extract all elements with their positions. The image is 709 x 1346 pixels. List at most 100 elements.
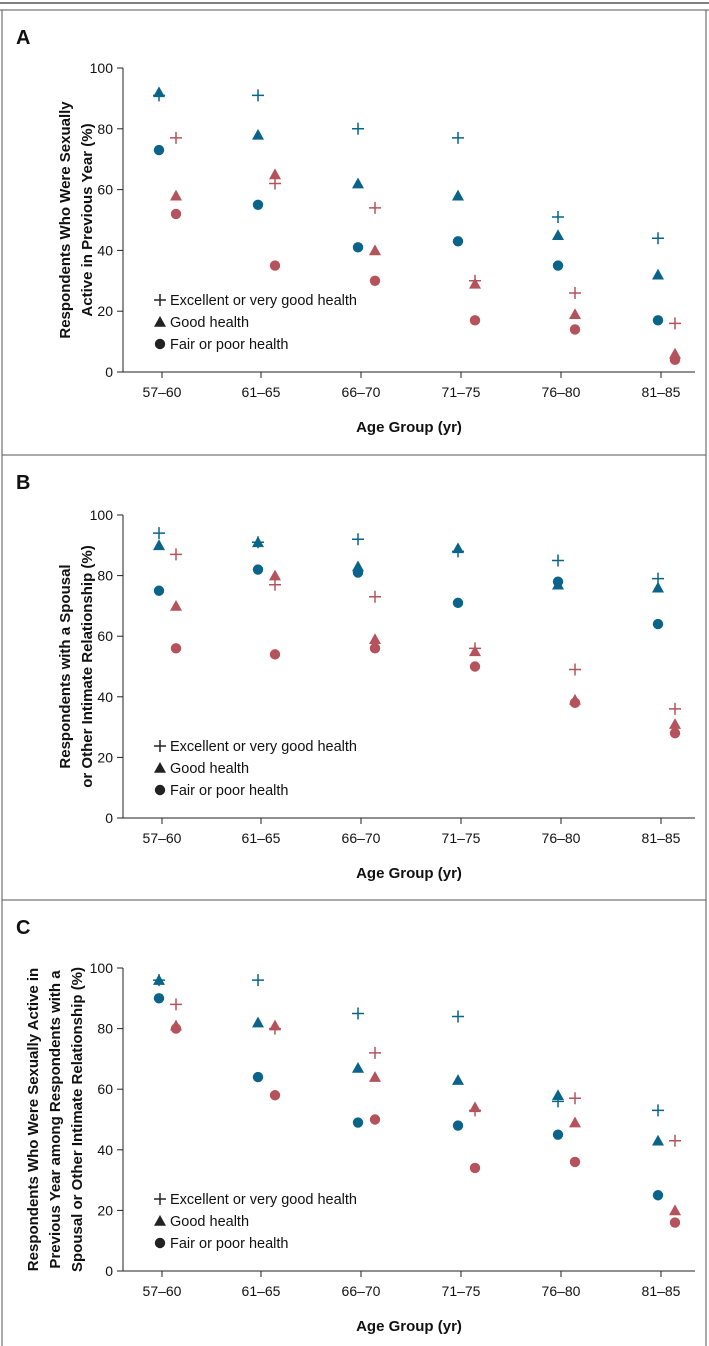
panel-c-point-men-plus — [252, 974, 264, 987]
panel-c-x-axis-label: Age Group (yr) — [356, 1318, 462, 1335]
panel-a-point-men-circle — [452, 236, 464, 247]
panel-a-y-axis-label: Active in Previous Year (%) — [79, 123, 96, 316]
panel-a-point-women-plus — [170, 131, 182, 144]
panel-a-point-women-circle — [170, 208, 182, 220]
panel-c-point-women-triangle — [569, 1116, 581, 1128]
panel-b-point-men-circle — [252, 564, 264, 575]
panel-a-letter: A — [16, 27, 30, 49]
panel-c-point-women-circle — [369, 1114, 381, 1125]
panel-b-y-tick-label: 80 — [97, 568, 113, 584]
panel-b-point-women-triangle — [269, 569, 281, 581]
panel-a: A 0 20 40 60 80 100 57–60 61–65 66–70 71–75 76–80 81… — [16, 27, 695, 436]
panel-b-point-women-plus — [369, 590, 381, 603]
panel-c-y-tick-label: 60 — [97, 1081, 113, 1097]
panel-c-legend-label: Fair or poor health — [170, 1236, 288, 1252]
panel-a-point-men-triangle — [153, 86, 165, 98]
panel-a-point-women-triangle — [269, 168, 281, 180]
panel-c-x-tick-label: 57–60 — [143, 1283, 182, 1299]
panel-c-point-men-circle — [352, 1117, 364, 1128]
panel-c-point-men-circle — [652, 1190, 664, 1201]
panel-b-y-tick-label: 100 — [90, 507, 114, 523]
panel-b-point-women-circle — [269, 649, 281, 660]
panel-b-point-men-triangle — [652, 581, 664, 593]
panel-a-point-women-triangle — [369, 244, 381, 256]
panel-a-point-women-plus — [369, 201, 381, 214]
panel-a-y-tick-label: 100 — [90, 60, 114, 76]
panel-a-x-tick-label: 81–85 — [642, 384, 681, 400]
panel-a-legend-marker — [154, 294, 166, 306]
panel-a-point-women-circle — [369, 275, 381, 286]
panel-c-y-tick-label: 40 — [97, 1142, 113, 1158]
panel-c-point-men-triangle — [652, 1134, 664, 1146]
panel-a-y-tick-label: 20 — [97, 303, 113, 319]
panel-b-point-women-circle — [170, 643, 182, 654]
panel-b-y-tick-label: 40 — [97, 689, 113, 705]
panel-c-y-tick-label: 20 — [97, 1202, 113, 1218]
panel-b-point-women-triangle — [369, 633, 381, 645]
panel-a-point-men-circle — [252, 199, 264, 210]
panel-a-legend-label: Good health — [170, 315, 249, 331]
panel-b-point-women-plus — [669, 702, 681, 715]
panel-b-point-women-circle — [669, 727, 681, 739]
panel-c-point-women-circle — [669, 1217, 681, 1228]
panel-a-point-women-circle — [669, 354, 681, 366]
panel-a-point-men-circle — [352, 242, 364, 253]
panel-c-y-axis-label: Spousal or Other Intimate Relationship (… — [69, 967, 86, 1272]
panel-b-point-women-circle — [369, 643, 381, 654]
panel-b-legend-marker — [154, 740, 166, 752]
panel-b-x-tick-label: 71–75 — [442, 830, 481, 846]
panel-b-point-men-triangle — [252, 536, 264, 548]
panel-c-point-women-plus — [569, 1092, 581, 1105]
panel-c-point-men-triangle — [552, 1089, 564, 1101]
panel-b-point-men-circle — [153, 585, 165, 596]
panel-c-point-women-circle — [469, 1162, 481, 1174]
panel-b-y-tick-label: 60 — [97, 628, 113, 644]
panel-c-point-men-plus — [652, 1104, 664, 1117]
panel-c: C 0 20 40 60 80 100 57–60 61–65 66–70 71–75 76–80 81… — [16, 917, 695, 1335]
panel-c-x-tick-label: 66–70 — [342, 1283, 381, 1299]
panel-a-y-tick-label: 40 — [97, 242, 113, 258]
panel-b-point-men-plus — [552, 554, 564, 567]
panel-b-x-tick-label: 81–85 — [642, 830, 681, 846]
panel-a-point-women-plus — [269, 177, 281, 190]
panel-a-point-women-circle — [569, 324, 581, 335]
panel-a-y-axis-label: Respondents Who Were Sexually — [57, 101, 74, 339]
panel-b-y-axis-label: Respondents with a Spousal — [57, 564, 74, 768]
panel-c-point-women-plus — [170, 998, 182, 1011]
panel-a-legend-marker — [154, 316, 166, 327]
panel-b-legend-label: Good health — [170, 761, 249, 777]
panel-c-point-women-triangle — [469, 1101, 481, 1113]
panel-c-x-tick-label: 61–65 — [242, 1283, 281, 1299]
panel-c-legend-marker — [154, 1215, 166, 1226]
panel-a-point-men-triangle — [352, 177, 364, 189]
panel-c-x-tick-label: 81–85 — [642, 1283, 681, 1299]
panel-c-point-men-circle — [252, 1071, 264, 1083]
panel-a-x-tick-label: 57–60 — [143, 384, 182, 400]
panel-b-point-men-circle — [652, 618, 664, 630]
panel-c-y-tick-label: 0 — [105, 1263, 113, 1279]
panel-b-point-women-triangle — [469, 645, 481, 657]
panel-c-legend-marker — [154, 1193, 166, 1205]
panel-b-point-men-circle — [352, 567, 364, 578]
panel-c-x-tick-label: 71–75 — [442, 1283, 481, 1299]
panel-c-x-tick-label: 76–80 — [542, 1283, 581, 1299]
panel-c-point-men-circle — [153, 993, 165, 1004]
panel-a-point-men-circle — [153, 144, 165, 156]
panel-b-point-women-circle — [569, 697, 581, 709]
panel-b-point-women-plus — [170, 548, 182, 561]
panel-a-x-tick-label: 66–70 — [342, 384, 381, 400]
panel-a-point-women-triangle — [170, 189, 182, 201]
panel-c-y-tick-label: 100 — [90, 960, 114, 976]
panel-c-y-axis-label: Previous Year among Respondents with a — [47, 970, 64, 1269]
panel-c-legend-label: Excellent or very good health — [170, 1192, 357, 1208]
panel-b: B 0 20 40 60 80 100 57–60 61–65 66–70 71–75 76–80 81… — [16, 472, 695, 882]
panel-a-point-men-triangle — [452, 189, 464, 201]
panel-a-y-tick-label: 60 — [97, 182, 113, 198]
panel-a-point-women-triangle — [569, 308, 581, 320]
panel-c-point-men-triangle — [452, 1074, 464, 1085]
panel-b-point-women-plus — [269, 578, 281, 591]
panel-c-point-women-circle — [269, 1090, 281, 1101]
panel-b-point-women-triangle — [170, 599, 182, 611]
panel-b-point-men-triangle — [153, 539, 165, 551]
panel-c-point-men-triangle — [153, 974, 165, 985]
